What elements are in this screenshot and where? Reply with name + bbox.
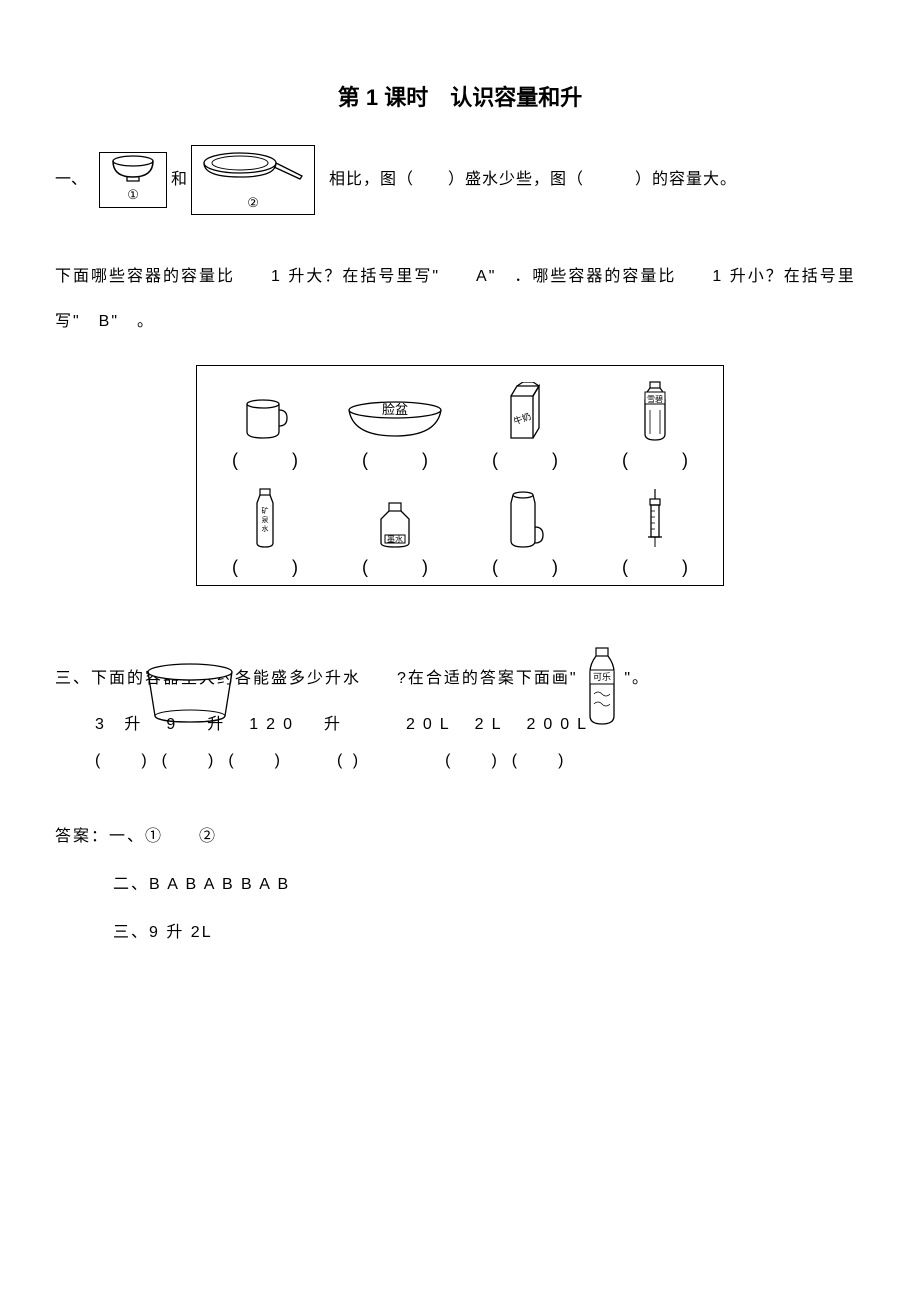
q2-row-2: 矿 泉 水 ( ) 墨水 ( ) bbox=[215, 485, 705, 582]
basin-cell: 脸盆 ( ) bbox=[345, 378, 445, 475]
jug-icon bbox=[503, 489, 547, 549]
sprite-bottle-icon: 雪碧 bbox=[640, 380, 670, 442]
cola-bottle-icon: 可乐 bbox=[584, 646, 620, 726]
q3-p1: ( ) bbox=[95, 748, 150, 774]
svg-text:泉: 泉 bbox=[262, 515, 269, 524]
cup-cell: ( ) bbox=[215, 378, 315, 475]
milk-cell: 牛奶 ( ) bbox=[475, 378, 575, 475]
answer-3: 三、9 升 2L bbox=[113, 909, 865, 957]
basin-paren: ( ) bbox=[344, 446, 446, 475]
cup-icon bbox=[241, 396, 289, 442]
svg-text:雪碧: 雪碧 bbox=[647, 394, 663, 404]
pan-number: ② bbox=[247, 193, 259, 214]
cup-paren: ( ) bbox=[214, 446, 316, 475]
water-bottle-icon: 矿 泉 水 bbox=[251, 487, 279, 549]
milk-paren: ( ) bbox=[474, 446, 576, 475]
question-1: 一、 ① 和 ② 相比，图（ ）盛水少些，图（ ）的容量大。 bbox=[55, 145, 865, 215]
q3-opt4: 20L bbox=[406, 712, 457, 738]
page-title: 第 1 课时 认识容量和升 bbox=[55, 80, 865, 115]
q3-opt1: 3 升 bbox=[95, 712, 148, 738]
syringe-icon bbox=[646, 487, 664, 549]
q3-p5: ( ) bbox=[445, 748, 500, 774]
milk-carton-icon: 牛奶 bbox=[503, 382, 547, 442]
q3-p6: ( ) bbox=[512, 748, 567, 774]
question-2-grid: ( ) 脸盆 ( ) bbox=[196, 365, 724, 587]
q1-and: 和 bbox=[171, 167, 187, 193]
question-2-grid-wrap: ( ) 脸盆 ( ) bbox=[55, 365, 865, 587]
q3-opt3: 120 升 bbox=[249, 712, 348, 738]
bowl-number: ① bbox=[127, 185, 139, 206]
svg-text:牛奶: 牛奶 bbox=[512, 410, 533, 426]
q3-parens: ( ) ( ) ( ) ( ) ( ) ( ) bbox=[95, 748, 865, 774]
answer-1: 答案：一、① ② bbox=[55, 813, 865, 861]
ink-bottle-icon: 墨水 bbox=[373, 499, 417, 549]
syringe-cell: ( ) bbox=[605, 485, 705, 582]
tub-icon bbox=[145, 662, 235, 726]
q1-prefix: 一、 bbox=[55, 167, 87, 193]
jug-cell: ( ) bbox=[475, 485, 575, 582]
ink-paren: ( ) bbox=[344, 553, 446, 582]
basin-icon: 脸盆 bbox=[345, 400, 445, 442]
q3-opt5: 2L bbox=[475, 712, 509, 738]
q2-row-1: ( ) 脸盆 ( ) bbox=[215, 378, 705, 475]
bowl-image-box: ① bbox=[99, 152, 167, 208]
svg-text:水: 水 bbox=[262, 524, 269, 533]
svg-text:脸盆: 脸盆 bbox=[382, 402, 408, 417]
q3-p4: ( ) bbox=[337, 748, 361, 774]
answers-section: 答案：一、① ② 二、B A B A B B A B 三、9 升 2L bbox=[55, 813, 865, 957]
jug-paren: ( ) bbox=[474, 553, 576, 582]
svg-text:墨水: 墨水 bbox=[387, 534, 403, 544]
water-cell: 矿 泉 水 ( ) bbox=[215, 485, 315, 582]
question-2-text: 下面哪些容器的容量比 1 升大？在括号里写" A" ．哪些容器的容量比 1 升小… bbox=[55, 255, 865, 345]
water-paren: ( ) bbox=[214, 553, 316, 582]
sprite-cell: 雪碧 ( ) bbox=[605, 378, 705, 475]
bowl-icon bbox=[110, 155, 156, 185]
sprite-paren: ( ) bbox=[604, 446, 706, 475]
answer-2: 二、B A B A B B A B bbox=[113, 861, 865, 909]
pan-image-box: ② bbox=[191, 145, 315, 215]
svg-text:矿: 矿 bbox=[262, 506, 269, 515]
ink-cell: 墨水 ( ) bbox=[345, 485, 445, 582]
svg-text:可乐: 可乐 bbox=[593, 671, 611, 682]
q3-p2: ( ) bbox=[162, 748, 217, 774]
q3-images: 3 升 9 升 120 升 20L 2L 可乐 200L bbox=[95, 712, 865, 738]
q3-p3: ( ) bbox=[228, 748, 283, 774]
syringe-paren: ( ) bbox=[604, 553, 706, 582]
pan-icon bbox=[198, 149, 308, 193]
q1-text: 相比，图（ ）盛水少些，图（ ）的容量大。 bbox=[329, 167, 737, 193]
